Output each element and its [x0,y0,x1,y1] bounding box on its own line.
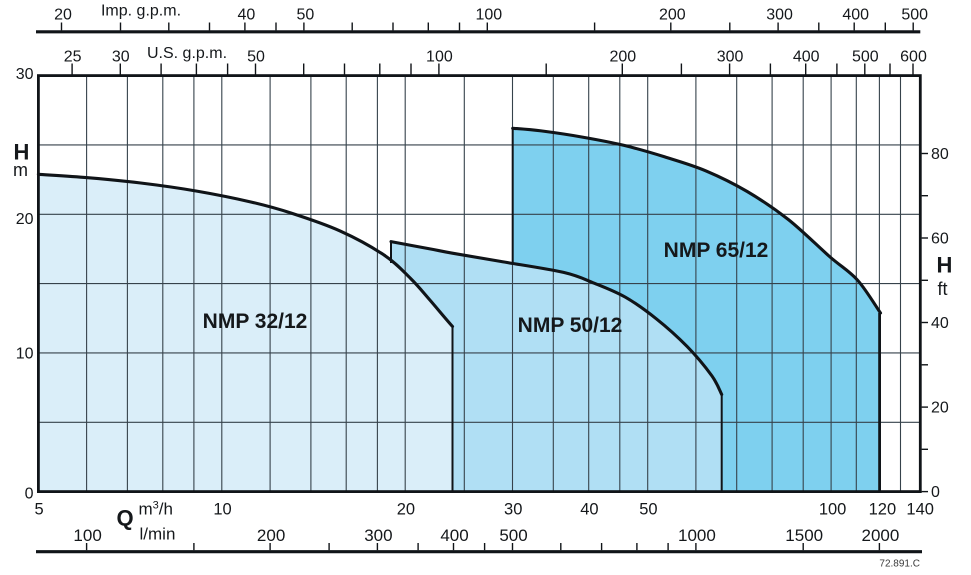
svg-text:U.S. g.p.m.: U.S. g.p.m. [147,45,227,62]
svg-text:80: 80 [931,146,949,163]
svg-text:20: 20 [54,7,72,24]
svg-text:10: 10 [213,501,231,519]
svg-text:ft: ft [938,279,948,299]
svg-text:30: 30 [504,501,522,519]
svg-text:10: 10 [16,346,34,363]
svg-text:1000: 1000 [678,526,716,545]
svg-text:30: 30 [16,66,34,83]
svg-text:50: 50 [639,501,657,519]
svg-text:300: 300 [364,526,392,545]
svg-text:200: 200 [257,526,285,545]
svg-text:100: 100 [426,49,453,66]
svg-text:Q: Q [117,506,134,531]
svg-text:1500: 1500 [785,526,823,545]
svg-text:72.891.C: 72.891.C [879,558,920,569]
svg-text:NMP 50/12: NMP 50/12 [518,314,623,337]
svg-text:40: 40 [238,7,256,24]
svg-text:50: 50 [247,49,265,66]
svg-text:20: 20 [931,400,949,417]
svg-text:5: 5 [35,501,44,519]
svg-text:500: 500 [852,49,879,66]
svg-text:25: 25 [64,49,82,66]
svg-text:0: 0 [931,484,940,501]
svg-text:600: 600 [900,49,927,66]
svg-text:120: 120 [869,501,897,519]
svg-text:60: 60 [931,231,949,248]
svg-text:H: H [14,139,30,164]
svg-text:20: 20 [16,211,34,228]
svg-text:50: 50 [297,7,315,24]
svg-text:Imp. g.p.m.: Imp. g.p.m. [101,3,181,20]
svg-text:500: 500 [499,526,527,545]
svg-text:m3/h: m3/h [139,500,173,519]
svg-text:100: 100 [475,7,502,24]
svg-text:l/min: l/min [140,525,176,544]
svg-text:300: 300 [717,49,744,66]
svg-text:200: 200 [609,49,636,66]
svg-text:m: m [13,160,28,180]
svg-text:H: H [937,253,953,278]
svg-text:200: 200 [659,7,686,24]
svg-text:NMP 32/12: NMP 32/12 [203,310,308,333]
svg-text:0: 0 [25,486,34,503]
svg-text:400: 400 [793,49,820,66]
svg-text:20: 20 [397,501,415,519]
svg-text:2000: 2000 [861,526,899,545]
svg-text:100: 100 [819,501,847,519]
svg-text:300: 300 [766,7,793,24]
svg-text:400: 400 [842,7,869,24]
svg-text:140: 140 [906,501,934,519]
svg-text:30: 30 [112,49,130,66]
svg-text:40: 40 [931,315,949,332]
svg-text:100: 100 [73,526,101,545]
svg-text:400: 400 [440,526,468,545]
svg-text:500: 500 [901,7,928,24]
svg-text:NMP 65/12: NMP 65/12 [664,239,769,262]
svg-text:40: 40 [580,501,598,519]
